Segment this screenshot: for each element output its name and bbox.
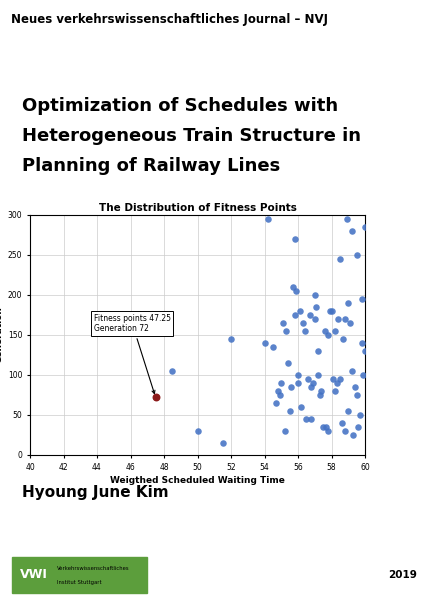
Point (340, 334, 346, 344)
Point (152, 392, 159, 402)
Point (362, 222, 368, 232)
Point (343, 214, 350, 224)
Point (336, 374, 343, 384)
Point (301, 326, 308, 336)
Point (280, 318, 286, 328)
Point (325, 330, 332, 340)
Point (355, 422, 362, 432)
Point (308, 414, 315, 424)
Point (338, 418, 345, 428)
Point (261, 338, 268, 348)
Point (311, 314, 318, 324)
Bar (12, 557, 147, 593)
Text: 2019: 2019 (389, 570, 418, 580)
Point (353, 250, 360, 260)
Y-axis label: Generation: Generation (0, 307, 3, 364)
Point (310, 378, 316, 388)
Point (325, 426, 332, 436)
Point (341, 314, 348, 324)
Point (294, 378, 301, 388)
Point (298, 402, 305, 412)
Point (228, 334, 234, 344)
Point (332, 386, 338, 396)
Point (308, 382, 315, 392)
Point (276, 390, 283, 400)
Point (291, 234, 298, 244)
Text: Neues verkehrswissenschaftliches Journal – NVJ: Neues verkehrswissenschaftliches Journal… (11, 13, 329, 25)
Point (316, 390, 323, 400)
Point (311, 290, 318, 300)
Point (341, 426, 348, 436)
Point (315, 346, 321, 356)
Point (357, 410, 363, 420)
Point (333, 378, 340, 388)
Text: VWI: VWI (20, 569, 48, 581)
Text: 29: 29 (392, 11, 414, 26)
Point (328, 306, 335, 316)
Point (194, 426, 201, 436)
Point (352, 382, 358, 392)
Point (169, 366, 176, 376)
Point (219, 438, 226, 448)
Point (286, 406, 293, 416)
Point (346, 318, 353, 328)
Point (323, 422, 330, 432)
Point (303, 414, 310, 424)
Point (278, 378, 285, 388)
Point (336, 254, 343, 264)
Point (348, 226, 355, 236)
Point (332, 326, 338, 336)
Text: Heterogeneous Train Structure in: Heterogeneous Train Structure in (22, 127, 361, 145)
Point (275, 386, 281, 396)
Point (299, 318, 306, 328)
Point (288, 382, 295, 392)
Point (348, 366, 355, 376)
Text: Optimization of Schedules with: Optimization of Schedules with (22, 97, 338, 115)
Point (285, 358, 291, 368)
Point (313, 302, 320, 312)
Point (294, 370, 301, 380)
Point (327, 306, 333, 316)
Point (305, 374, 311, 384)
Text: Institut Stuttgart: Institut Stuttgart (57, 580, 102, 585)
X-axis label: Weigthed Scheduled Waiting Time: Weigthed Scheduled Waiting Time (110, 476, 285, 485)
Point (273, 398, 280, 408)
Point (320, 422, 327, 432)
Point (345, 406, 352, 416)
Point (330, 374, 337, 384)
Point (321, 326, 328, 336)
Point (350, 430, 357, 440)
Point (353, 390, 360, 400)
Text: Fitness points 47.25
Generation 72: Fitness points 47.25 Generation 72 (93, 314, 170, 394)
Point (315, 370, 321, 380)
Point (281, 426, 288, 436)
Point (318, 386, 325, 396)
Text: Verkehrswissenschaftliches: Verkehrswissenschaftliches (57, 566, 129, 571)
Point (296, 306, 303, 316)
Point (360, 370, 367, 380)
Point (283, 326, 290, 336)
Point (293, 286, 300, 296)
Point (345, 298, 352, 308)
Text: Hyoung June Kim: Hyoung June Kim (22, 485, 169, 500)
Text: Planning of Railway Lines: Planning of Railway Lines (22, 157, 280, 175)
Point (306, 310, 313, 320)
Point (291, 310, 298, 320)
Point (358, 338, 365, 348)
Point (358, 294, 365, 304)
Point (269, 342, 276, 352)
Point (335, 314, 342, 324)
Title: The Distribution of Fitness Points: The Distribution of Fitness Points (99, 203, 297, 213)
Point (362, 346, 368, 356)
Point (290, 282, 297, 292)
Point (264, 214, 271, 224)
